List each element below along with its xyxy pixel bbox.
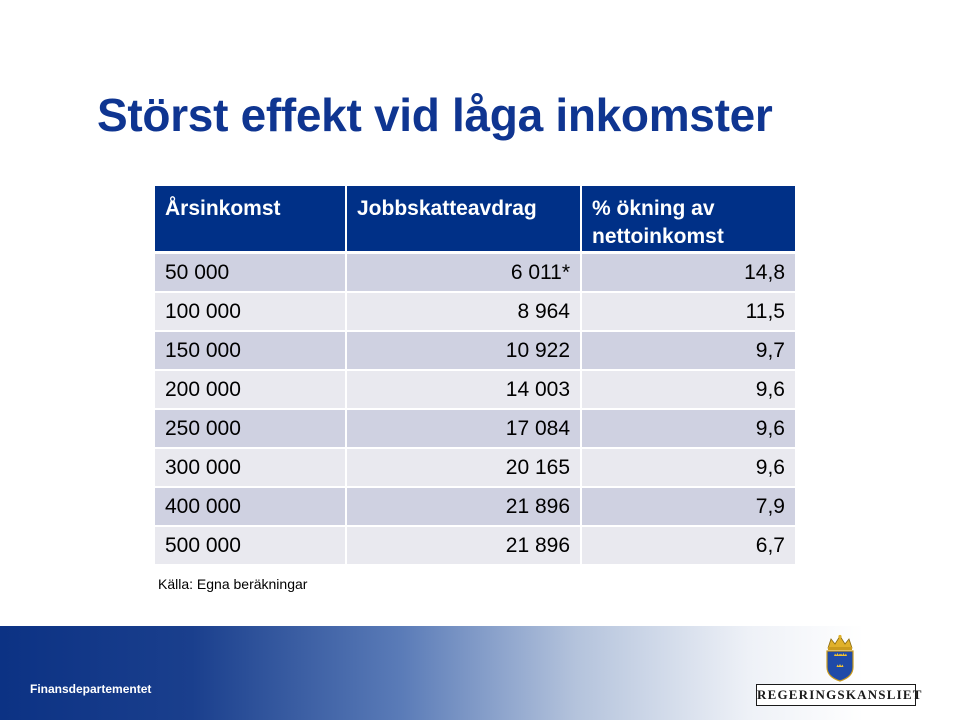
header-okning-nettoinkomst: % ökning av nettoinkomst xyxy=(581,186,795,254)
cell-increase: 9,6 xyxy=(581,370,795,410)
crowned-shield-icon xyxy=(826,634,854,682)
income-table: Årsinkomst Jobbskatteavdrag % ökning av … xyxy=(155,186,795,566)
table-row: 200 000 14 003 9,6 xyxy=(155,370,795,410)
cell-increase: 6,7 xyxy=(581,526,795,566)
table-row: 400 000 21 896 7,9 xyxy=(155,487,795,527)
cell-deduction: 10 922 xyxy=(346,331,582,371)
source-note: Källa: Egna beräkningar xyxy=(158,576,308,592)
table-row: 500 000 21 896 6,7 xyxy=(155,526,795,566)
cell-income: 200 000 xyxy=(155,370,347,410)
cell-income: 400 000 xyxy=(155,487,347,527)
cell-increase: 9,7 xyxy=(581,331,795,371)
cell-deduction: 20 165 xyxy=(346,448,582,488)
header-jobbskatteavdrag: Jobbskatteavdrag xyxy=(346,186,582,254)
cell-deduction: 8 964 xyxy=(346,292,582,332)
header-arsinkomst: Årsinkomst xyxy=(155,186,347,254)
cell-deduction: 14 003 xyxy=(346,370,582,410)
cell-income: 500 000 xyxy=(155,526,347,566)
cell-income: 150 000 xyxy=(155,331,347,371)
table-header-row: Årsinkomst Jobbskatteavdrag % ökning av … xyxy=(155,186,795,254)
cell-deduction: 17 084 xyxy=(346,409,582,449)
logo-wordmark: REGERINGSKANSLIET xyxy=(756,684,921,706)
regeringskansliet-logo: REGERINGSKANSLIET xyxy=(756,634,921,710)
cell-increase: 9,6 xyxy=(581,448,795,488)
table-row: 100 000 8 964 11,5 xyxy=(155,292,795,332)
table-row: 150 000 10 922 9,7 xyxy=(155,331,795,371)
cell-deduction: 21 896 xyxy=(346,487,582,527)
cell-increase: 9,6 xyxy=(581,409,795,449)
cell-deduction: 6 011* xyxy=(346,252,582,293)
department-label: Finansdepartementet xyxy=(30,682,152,696)
table-row: 250 000 17 084 9,6 xyxy=(155,409,795,449)
table-row: 300 000 20 165 9,6 xyxy=(155,448,795,488)
cell-income: 300 000 xyxy=(155,448,347,488)
cell-deduction: 21 896 xyxy=(346,526,582,566)
cell-increase: 7,9 xyxy=(581,487,795,527)
cell-increase: 11,5 xyxy=(581,292,795,332)
cell-increase: 14,8 xyxy=(581,252,795,293)
table-row: 50 000 6 011* 14,8 xyxy=(155,252,795,293)
cell-income: 100 000 xyxy=(155,292,347,332)
slide-title: Störst effekt vid låga inkomster xyxy=(97,89,773,141)
cell-income: 50 000 xyxy=(155,252,347,293)
cell-income: 250 000 xyxy=(155,409,347,449)
